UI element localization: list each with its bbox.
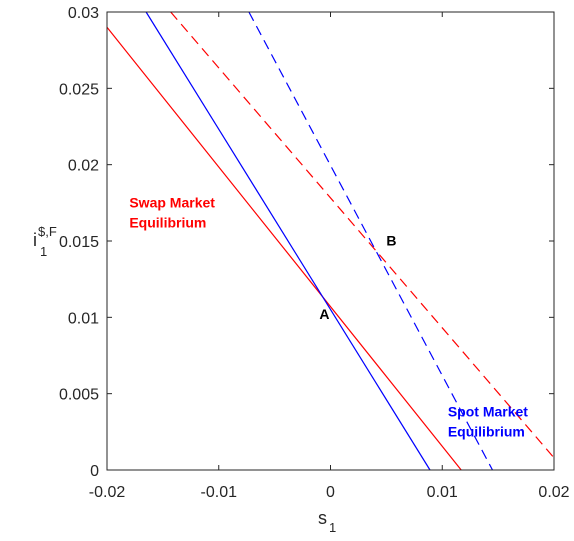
- annotation: Spot Market Equilibrium: [448, 404, 528, 440]
- y-tick-label: 0.025: [59, 81, 99, 98]
- y-tick-label: 0.015: [59, 234, 99, 251]
- series-line-1: [106, 26, 462, 471]
- series-line-3: [170, 11, 555, 459]
- plot-lines: [106, 11, 555, 471]
- x-axis-ticks: -0.02 -0.01 0 0.01 0.02: [89, 12, 570, 501]
- y-axis-label-sub: 1: [40, 244, 47, 259]
- annotation: A: [319, 306, 329, 322]
- y-tick-label: 0.01: [68, 310, 99, 327]
- y-axis-ticks: 0 0.005 0.01 0.015 0.02 0.025 0.03: [59, 5, 554, 480]
- x-tick-label: 0: [326, 484, 335, 501]
- annotation: Swap Market Equilibrium: [129, 194, 215, 230]
- y-axis-label: i$,F 1: [33, 224, 57, 259]
- x-tick-label: -0.02: [89, 484, 126, 501]
- x-tick-label: 0.01: [427, 484, 458, 501]
- plot-frame: [106, 11, 555, 471]
- annotation: B: [386, 233, 396, 249]
- series-line-2: [145, 11, 431, 471]
- series-line-4: [248, 11, 494, 471]
- annotations: Swap Market Equilibrium Spot Market Equilib…: [129, 194, 528, 439]
- x-axis-label-sub: 1: [329, 520, 336, 535]
- y-tick-label: 0: [90, 463, 99, 480]
- y-axis-label-sup: $,F: [38, 224, 57, 239]
- x-tick-label: 0.02: [538, 484, 569, 501]
- y-tick-label: 0.005: [59, 387, 99, 404]
- y-axis-label-main: i: [33, 230, 37, 250]
- x-axis-label-main: s: [318, 508, 327, 528]
- y-tick-label: 0.03: [68, 5, 99, 22]
- x-tick-label: -0.01: [201, 484, 238, 501]
- y-tick-label: 0.02: [68, 158, 99, 175]
